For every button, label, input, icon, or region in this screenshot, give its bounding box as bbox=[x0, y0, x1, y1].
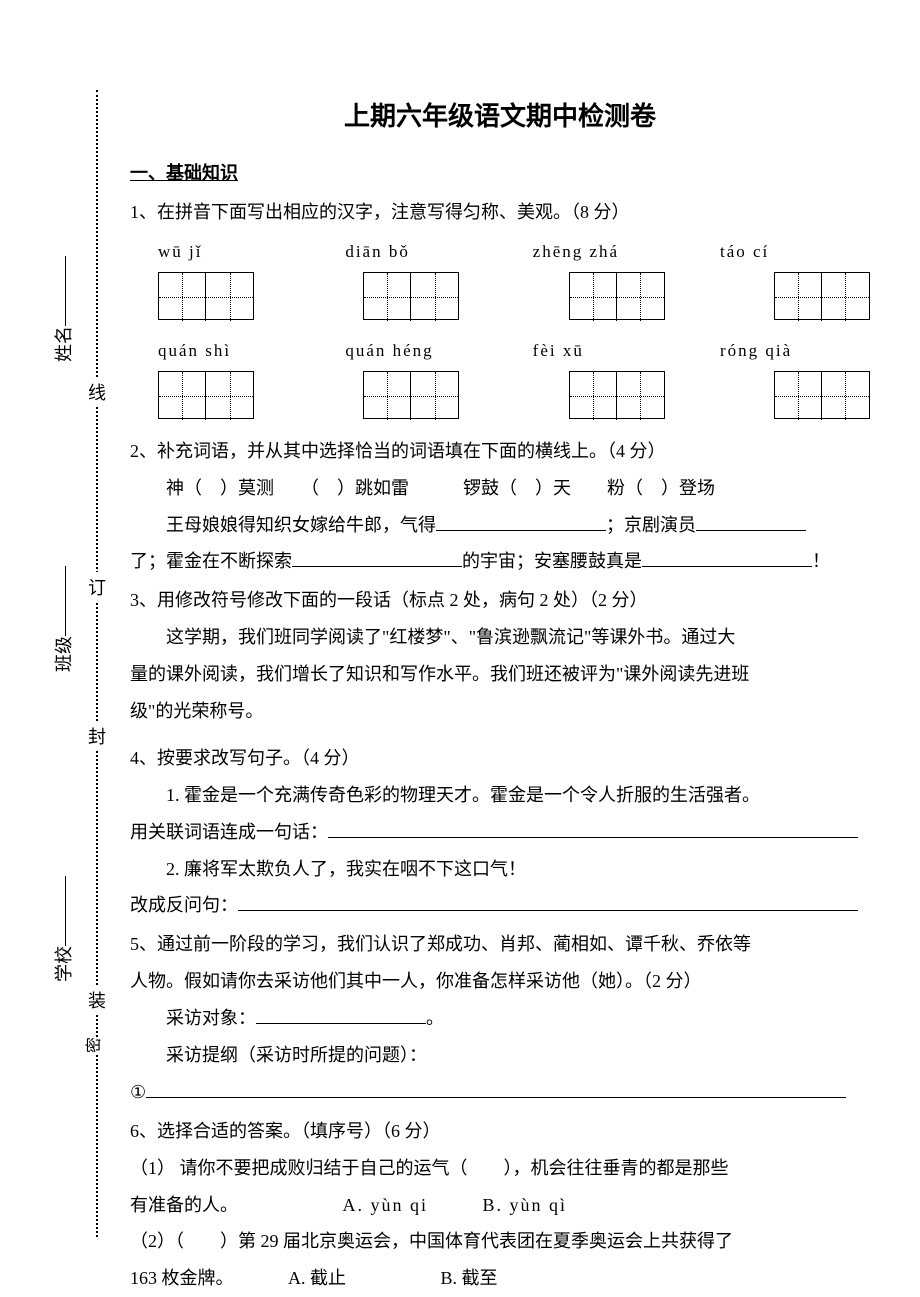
pinyin-cell: diān bǒ bbox=[345, 235, 495, 270]
side-label-column: 学校 班级 姓名 bbox=[10, 90, 70, 1237]
q6-2a: （2）（ ）第 29 届北京奥运会，中国体育代表团在夏季奥运会上共获得了 bbox=[130, 1223, 870, 1260]
q4-s1: 1. 霍金是一个充满传奇色彩的物理天才。霍金是一个令人折服的生活强者。 bbox=[130, 777, 870, 814]
q2-line3: 了；霍金在不断探索 的宇宙；安塞腰鼓真是 ！ bbox=[130, 543, 870, 580]
q2-text: 2、补充词语，并从其中选择恰当的词语填在下面的横线上。（4 分） bbox=[130, 433, 870, 470]
tianzige-pair[interactable] bbox=[363, 371, 459, 419]
side-field-class: 班级 bbox=[10, 606, 70, 632]
side-field-name: 姓名 bbox=[10, 296, 70, 322]
tianzige-pair[interactable] bbox=[158, 272, 254, 320]
q6-2-optB[interactable]: B. 截至 bbox=[441, 1268, 498, 1288]
pinyin-cell: fèi xū bbox=[533, 334, 683, 369]
q4-s2: 2. 廉将军太欺负人了，我实在咽不下这口气！ bbox=[130, 851, 870, 888]
q4-s1-prompt: 用关联词语连成一句话： bbox=[130, 822, 328, 842]
q5-obj-label: 采访对象： bbox=[166, 1008, 256, 1028]
tianzige-pair[interactable] bbox=[363, 272, 459, 320]
label-school: 学校 bbox=[54, 946, 74, 982]
pinyin-row-2: quán shì quán héng fèi xū róng qià bbox=[158, 334, 870, 369]
label-class: 班级 bbox=[54, 636, 74, 672]
q3-para2: 量的课外阅读，我们增长了知识和写作水平。我们班还被评为"课外阅读先进班 bbox=[130, 656, 870, 693]
binding-char-mi: 密 bbox=[78, 1037, 106, 1053]
q5-obj-after: 。 bbox=[426, 1008, 444, 1028]
q2-line2a: 王母娘娘得知织女嫁给牛郎，气得 bbox=[166, 515, 436, 535]
q3-text: 3、用修改符号修改下面的一段话（标点 2 处，病句 2 处）（2 分） bbox=[130, 582, 870, 619]
binding-char-ding: 订 bbox=[88, 572, 106, 602]
q5-text2: 人物。假如请你去采访他们其中一人，你准备怎样采访他（她）。（2 分） bbox=[130, 963, 870, 1000]
tianzige-pair[interactable] bbox=[158, 371, 254, 419]
q2-line3c: ！ bbox=[812, 551, 830, 571]
q4-s2-prompt: 改成反问句： bbox=[130, 895, 238, 915]
side-field-school: 学校 bbox=[10, 916, 70, 942]
q3-para3: 级"的光荣称号。 bbox=[130, 693, 870, 730]
binding-char-xian: 线 bbox=[88, 377, 106, 407]
exam-title: 上期六年级语文期中检测卷 bbox=[130, 90, 870, 143]
tianzige-pair[interactable] bbox=[569, 371, 665, 419]
blank-line[interactable] bbox=[238, 893, 858, 911]
tianzige-pair[interactable] bbox=[774, 272, 870, 320]
tianzige-row-1 bbox=[158, 272, 870, 320]
q6-1-row2: 有准备的人。 A. yùn qi B. yùn qì bbox=[130, 1187, 870, 1224]
blank-line[interactable] bbox=[256, 1006, 426, 1024]
q4-s2-prompt-row: 改成反问句： bbox=[130, 887, 870, 924]
q6-1-optA[interactable]: A. yùn qi bbox=[343, 1195, 429, 1215]
label-name: 姓名 bbox=[54, 326, 74, 362]
q6-1-optB[interactable]: B. yùn qì bbox=[483, 1195, 568, 1215]
page-content: 上期六年级语文期中检测卷 一、基础知识 1、在拼音下面写出相应的汉字，注意写得匀… bbox=[130, 90, 870, 1237]
q4-text: 4、按要求改写句子。（4 分） bbox=[130, 740, 870, 777]
section-1-head: 一、基础知识 bbox=[130, 155, 870, 192]
q5-text1: 5、通过前一阶段的学习，我们认识了郑成功、肖邦、蔺相如、谭千秋、乔依等 bbox=[130, 926, 870, 963]
blank-line[interactable] bbox=[146, 1080, 846, 1098]
q2-line2b: ；京剧演员 bbox=[606, 515, 696, 535]
binding-dotted-line bbox=[96, 90, 98, 1237]
q5-outline-1: ① bbox=[130, 1074, 870, 1111]
q5-circle1: ① bbox=[130, 1082, 146, 1102]
q2-line1: 神（ ）莫测 （ ）跳如雷 锣鼓（ ）天 粉（ ）登场 bbox=[130, 470, 870, 507]
q5-obj-row: 采访对象： 。 bbox=[130, 1000, 870, 1037]
pinyin-cell: zhēng zhá bbox=[533, 235, 683, 270]
pinyin-row-1: wū jǐ diān bǒ zhēng zhá táo cí bbox=[158, 235, 870, 270]
tianzige-row-2 bbox=[158, 371, 870, 419]
blank-line[interactable] bbox=[328, 820, 858, 838]
blank-line[interactable] bbox=[642, 549, 812, 567]
blank-line[interactable] bbox=[292, 549, 462, 567]
q6-1a: （1） 请你不要把成败归结于自己的运气（ ），机会往往垂青的都是那些 bbox=[130, 1150, 870, 1187]
binding-char-zhuang: 装 bbox=[88, 985, 106, 1015]
q5-outline-label: 采访提纲（采访时所提的问题）： bbox=[166, 1037, 870, 1074]
q3-para1: 这学期，我们班同学阅读了"红楼梦"、"鲁滨逊飘流记"等课外书。通过大 bbox=[130, 619, 870, 656]
tianzige-pair[interactable] bbox=[774, 371, 870, 419]
q6-2b: 163 枚金牌。 bbox=[130, 1268, 234, 1288]
tianzige-pair[interactable] bbox=[569, 272, 665, 320]
pinyin-cell: quán héng bbox=[345, 334, 495, 369]
q6-1b: 有准备的人。 bbox=[130, 1195, 238, 1215]
q6-2-row2: 163 枚金牌。 A. 截止 B. 截至 bbox=[130, 1260, 870, 1297]
q2-line3a: 了；霍金在不断探索 bbox=[130, 551, 292, 571]
q6-2-optA[interactable]: A. 截止 bbox=[288, 1268, 346, 1288]
q2-line3b: 的宇宙；安塞腰鼓真是 bbox=[462, 551, 642, 571]
pinyin-cell: wū jǐ bbox=[158, 235, 308, 270]
q4-s1-prompt-row: 用关联词语连成一句话： bbox=[130, 814, 870, 851]
pinyin-cell: táo cí bbox=[720, 235, 870, 270]
blank-line[interactable] bbox=[436, 513, 606, 531]
q1-text: 1、在拼音下面写出相应的汉字，注意写得匀称、美观。（8 分） bbox=[130, 194, 870, 231]
pinyin-cell: róng qià bbox=[720, 334, 870, 369]
q2-line2: 王母娘娘得知织女嫁给牛郎，气得 ；京剧演员 bbox=[130, 507, 870, 544]
pinyin-cell: quán shì bbox=[158, 334, 308, 369]
blank-line[interactable] bbox=[696, 513, 806, 531]
q6-text: 6、选择合适的答案。（填序号）（6 分） bbox=[130, 1113, 870, 1150]
binding-dotted-column: 装 密 封 订 线 bbox=[78, 90, 118, 1237]
binding-char-feng: 封 bbox=[88, 721, 106, 751]
